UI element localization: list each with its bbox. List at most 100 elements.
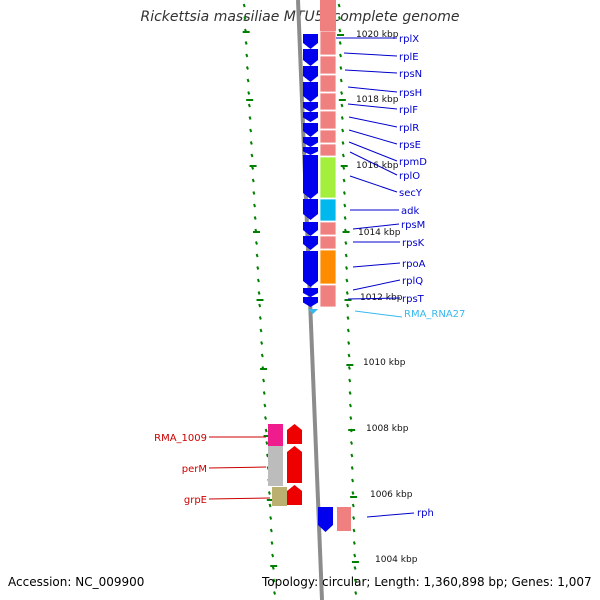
function-box[interactable] [319,156,337,199]
ruler-dot [342,191,346,195]
gene-leader-line [352,262,401,268]
ruler-dot [346,316,350,320]
ruler-dot [264,416,267,420]
gene-leader-line [344,69,398,74]
gene-leader-line [208,497,271,500]
function-box[interactable] [319,30,337,56]
ruler-dot [269,528,273,533]
ruler-dot [252,191,256,195]
cds-arrow[interactable] [303,82,318,102]
ruler-dot [349,416,353,420]
cds-arrow[interactable] [303,123,318,137]
ruler-dot [339,53,342,58]
function-box[interactable] [320,0,336,31]
function-box[interactable] [319,110,337,130]
gene-label[interactable]: rplF [399,105,418,116]
gene-label[interactable]: RMA_1009 [154,433,207,444]
cds-arrow[interactable] [303,222,318,236]
ruler-dot [344,241,348,245]
function-box[interactable] [319,221,337,236]
function-box[interactable] [319,143,337,157]
ruler-dot [341,153,345,158]
ruler-dot [352,541,356,545]
ruler-label: 1018 kbp [356,95,399,105]
function-box[interactable] [319,284,337,308]
function-box[interactable] [337,507,351,531]
cds-arrow[interactable] [303,147,318,155]
gene-label[interactable]: rpoA [402,259,426,270]
ruler-dot [351,503,355,508]
gene-label[interactable]: secY [399,188,423,199]
function-box[interactable] [319,235,337,250]
ruler-dot [347,366,351,370]
gene-label[interactable]: rpsH [399,88,422,99]
function-box[interactable] [319,198,337,222]
ruler-dot [255,253,259,258]
ruler-dot [348,378,352,383]
ruler-dot [350,441,353,445]
cds-arrow[interactable] [303,288,318,297]
gene-label[interactable]: perM [182,464,207,475]
cds-arrow[interactable] [303,34,318,49]
function-box[interactable] [319,249,337,285]
gene-label[interactable]: rpsN [399,69,422,80]
cds-arrow[interactable] [303,251,318,287]
ruler-dot [263,403,267,408]
ruler-dot [256,278,260,283]
gene-label[interactable]: rph [417,508,434,519]
function-box[interactable] [268,446,283,486]
gene-label[interactable]: rplX [399,34,419,45]
ruler-dot [352,516,356,520]
ruler-dot [345,291,349,295]
gene-label[interactable]: rplE [399,52,419,63]
function-box[interactable] [268,424,283,446]
ruler-label: 1014 kbp [358,228,401,238]
function-box[interactable] [319,92,337,111]
ruler-dot [338,41,342,45]
ruler-dot [246,78,250,83]
ruler-dot [260,341,264,345]
gene-label[interactable]: rplO [399,171,420,182]
cds-arrow-forward[interactable] [287,485,302,505]
ruler-dot [339,66,343,70]
function-box[interactable] [319,129,337,144]
function-box[interactable] [272,487,287,506]
gene-label[interactable]: grpE [184,495,207,506]
gene-label[interactable]: adk [401,206,419,217]
gene-leader-line [352,279,401,291]
gene-label[interactable]: rpmD [399,157,427,168]
cds-arrow[interactable] [318,507,333,532]
gene-label[interactable]: rpsK [402,238,425,249]
gene-label[interactable]: rpsM [401,220,425,231]
rna-gene-label[interactable]: RMA_RNA27 [404,309,465,320]
function-box[interactable] [319,55,337,75]
ruler-dot [245,53,249,58]
gene-label[interactable]: rpsT [402,294,425,305]
cds-arrow[interactable] [303,137,318,147]
ruler-dot [255,241,258,245]
ruler-dot [266,453,269,458]
cds-arrow[interactable] [303,49,318,66]
rna-marker[interactable] [308,309,318,314]
cds-arrow[interactable] [303,102,318,112]
cds-arrow-forward[interactable] [287,424,302,444]
ruler-dot [346,303,350,308]
cds-arrow-forward[interactable] [287,446,302,483]
ruler-label: 1020 kbp [356,30,399,40]
ruler-dot [337,3,341,8]
gene-label[interactable]: rplR [399,123,419,134]
cds-arrow[interactable] [303,155,318,199]
ruler-dot [268,503,272,508]
cds-arrow[interactable] [303,66,318,82]
ruler-dot [262,378,266,383]
function-box[interactable] [319,74,337,93]
gene-leader-line [352,223,400,230]
cds-arrow[interactable] [303,112,318,122]
gene-label[interactable]: rpsE [399,140,421,151]
cds-arrow[interactable] [303,236,318,250]
cds-arrow[interactable] [303,297,318,307]
ruler-track-right [336,3,359,595]
cds-arrow[interactable] [303,199,318,220]
gene-label[interactable]: rplQ [402,276,423,287]
